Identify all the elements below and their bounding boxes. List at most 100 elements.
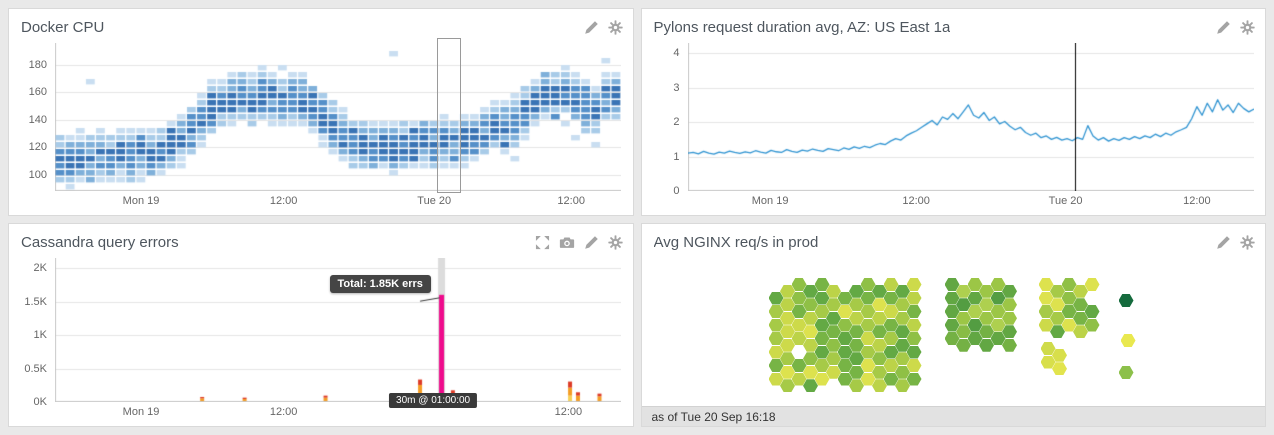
y-tick-label: 140 [28, 113, 47, 126]
hex-cell [780, 325, 795, 339]
hex-cell [849, 352, 864, 366]
hex-cell [1040, 342, 1056, 355]
hex-cell [1050, 325, 1065, 339]
hex-cell [990, 291, 1006, 305]
hex-cell [791, 318, 807, 332]
hex-cell [849, 325, 864, 339]
hex-cell [1084, 318, 1100, 332]
hex-cell [803, 338, 818, 352]
hex-cell [860, 305, 876, 318]
hex-cell [990, 278, 1006, 291]
edit-icon[interactable] [1216, 235, 1231, 250]
y-tick-label: 160 [28, 86, 47, 99]
widget-nginx-reqs: Avg NGINX req/s in prod as of Tue 20 Sep… [640, 223, 1266, 427]
hex-cell [1118, 294, 1134, 307]
hex-cell [956, 298, 971, 312]
edit-icon[interactable] [1216, 20, 1231, 35]
docker-cpu-heatmap[interactable] [55, 38, 621, 193]
hex-cell [860, 318, 876, 332]
hex-cell [895, 284, 910, 298]
nginx-hexagon-heatmap[interactable] [642, 254, 1266, 406]
widget-actions [584, 19, 623, 35]
hex-cell [826, 311, 841, 325]
hex-cell [768, 359, 784, 372]
time-selection-rectangle[interactable] [436, 38, 461, 193]
hex-cell [979, 284, 994, 298]
hex-cell [906, 318, 922, 332]
hex-cell [860, 372, 876, 386]
hex-cell [1002, 325, 1017, 339]
hex-cell [872, 365, 887, 379]
widget-body: Total: 1.85K errs 30m @ 01:00:00 2K 1.5K 1… [9, 254, 633, 426]
edit-icon[interactable] [584, 235, 599, 250]
hex-cell [906, 332, 922, 345]
hex-cell [883, 291, 899, 305]
gear-icon[interactable] [607, 19, 623, 35]
hex-cell [906, 305, 922, 318]
hex-cell [1038, 318, 1054, 332]
hex-cell [837, 332, 853, 345]
hex-cell [1038, 278, 1054, 291]
hex-cell [803, 284, 818, 298]
hex-cell [814, 291, 830, 305]
gear-icon[interactable] [607, 234, 623, 250]
hex-cell [814, 278, 830, 291]
hex-cell [895, 311, 910, 325]
hex-cell [1050, 284, 1065, 298]
hex-cell [944, 318, 960, 332]
widget-body: as of Tue 20 Sep 16:18 [641, 254, 1266, 426]
hex-cell [860, 345, 876, 359]
x-tick-label: 12:00 [557, 195, 585, 207]
hex-cell [944, 291, 960, 305]
hex-cell [791, 372, 807, 386]
hex-cell [1084, 305, 1100, 318]
hex-cell [895, 365, 910, 379]
widget-header: Pylons request duration avg, AZ: US East… [642, 9, 1266, 39]
hex-cell [791, 305, 807, 318]
hex-cell [1061, 318, 1077, 332]
hex-cell [1050, 311, 1065, 325]
widget-actions [1216, 19, 1255, 35]
y-tick-label: 2K [33, 262, 47, 275]
heatmap-canvas [55, 43, 621, 191]
widget-docker-cpu: Docker CPU 180 160 140 120 100 Mon 19 12:00 Tue… [8, 8, 634, 216]
edit-icon[interactable] [584, 20, 599, 35]
camera-snapshot-icon[interactable] [559, 235, 575, 250]
pylons-line-chart[interactable] [687, 43, 1254, 191]
hex-cell [1038, 305, 1054, 318]
hex-cell [780, 311, 795, 325]
hex-cell [860, 291, 876, 305]
hex-cell [979, 298, 994, 312]
hex-cell [780, 352, 795, 366]
hex-cell [768, 291, 784, 305]
x-tick-label: 12:00 [269, 406, 298, 418]
line-chart-canvas [687, 43, 1254, 191]
hex-cell [803, 311, 818, 325]
hex-cell [883, 305, 899, 318]
hex-cell [860, 332, 876, 345]
widget-body: 4 3 2 1 0 Mon 19 12:00 Tue 20 12:00 [642, 39, 1266, 215]
gear-icon[interactable] [1240, 19, 1255, 35]
hex-cell [895, 298, 910, 312]
hex-cell [1073, 298, 1088, 312]
hex-cell [906, 359, 922, 372]
x-tick-label: 12:00 [554, 406, 583, 418]
y-tick-label: 0.5K [24, 362, 47, 375]
hex-cell [768, 318, 784, 332]
hex-cell [967, 291, 983, 305]
gear-icon[interactable] [1240, 234, 1255, 250]
hex-cell [1038, 291, 1054, 305]
hex-cell [780, 284, 795, 298]
hex-cell [837, 305, 853, 318]
hex-cell [780, 298, 795, 312]
hex-cell [860, 359, 876, 372]
hex-cell [872, 379, 887, 393]
hex-cell [979, 311, 994, 325]
hex-cell [967, 305, 983, 318]
fullscreen-icon[interactable] [535, 235, 550, 250]
hex-cell [872, 338, 887, 352]
hex-cell [883, 345, 899, 359]
hex-cell [814, 332, 830, 345]
hex-cell [944, 332, 960, 345]
